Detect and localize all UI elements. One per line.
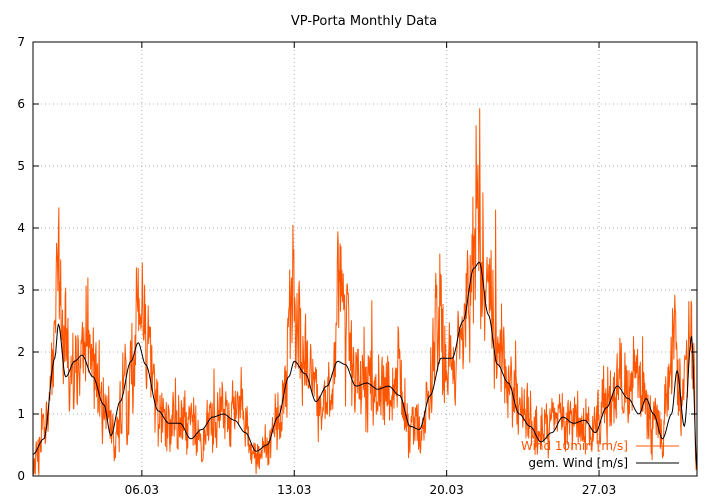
x-tick-label: 27.03: [582, 483, 616, 497]
plot-frame: [32, 41, 698, 477]
legend-label-2: gem. Wind [m/s]: [528, 456, 628, 470]
y-tick-label: 0: [17, 469, 25, 483]
x-tick-label: 13.03: [277, 483, 311, 497]
y-tick-label: 6: [17, 97, 25, 111]
chart-title: VP-Porta Monthly Data: [291, 14, 437, 29]
y-tick-label: 3: [17, 283, 25, 297]
y-tick-label: 4: [17, 221, 25, 235]
legend: Wind 10min [m/s] gem. Wind [m/s]: [521, 439, 679, 470]
y-tick-label: 2: [17, 345, 25, 359]
y-tick-label: 5: [17, 159, 25, 173]
x-tick-label: 20.03: [429, 483, 463, 497]
legend-label-1: Wind 10min [m/s]: [521, 439, 628, 453]
series-line-1: [32, 108, 698, 476]
y-tick-label: 1: [17, 407, 25, 421]
series-line-2: [32, 261, 698, 470]
x-tick-label: 06.03: [125, 483, 159, 497]
series-layer: [32, 108, 698, 476]
tick-layer: 0 1 2 3 4 5 6 7 06.03 13.03 20.03 27.03: [17, 35, 697, 497]
y-tick-label: 7: [17, 35, 25, 49]
